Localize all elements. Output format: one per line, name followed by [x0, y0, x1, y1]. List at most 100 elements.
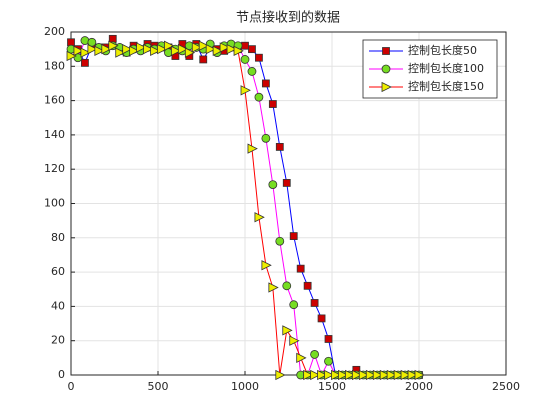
marker: [296, 264, 305, 273]
y-tick-label: 100: [44, 197, 65, 210]
marker: [191, 42, 203, 53]
marker: [268, 180, 278, 190]
marker: [393, 369, 405, 381]
y-tick-label: 180: [44, 59, 65, 72]
marker: [386, 369, 398, 381]
marker: [282, 179, 291, 187]
marker: [275, 143, 284, 151]
marker: [400, 369, 411, 381]
marker: [248, 45, 256, 54]
y-tick-label: 80: [51, 231, 65, 244]
marker: [331, 369, 342, 381]
marker: [122, 44, 133, 55]
marker: [338, 369, 349, 381]
marker: [379, 369, 391, 381]
marker: [199, 55, 208, 64]
marker: [150, 45, 161, 57]
marker: [136, 42, 147, 53]
marker: [414, 369, 425, 381]
marker: [177, 44, 189, 55]
marker: [108, 40, 119, 51]
y-tick-label: 120: [44, 162, 65, 175]
x-tick-label: 1500: [318, 380, 346, 393]
marker: [289, 335, 300, 346]
marker: [289, 232, 298, 240]
marker: [382, 47, 390, 55]
marker: [345, 369, 356, 381]
y-tick-label: 160: [44, 94, 65, 107]
marker: [381, 81, 392, 93]
marker: [101, 44, 112, 55]
marker: [164, 40, 175, 51]
marker: [261, 133, 271, 143]
legend-label: 控制包长度100: [408, 61, 484, 75]
x-tick-label: 2000: [405, 380, 433, 393]
marker: [205, 44, 217, 55]
marker: [310, 350, 320, 359]
marker: [87, 44, 98, 55]
y-tick-label: 20: [51, 334, 65, 347]
x-tick-label: 1000: [231, 380, 259, 393]
marker: [240, 85, 251, 96]
marker: [372, 369, 384, 381]
marker: [212, 45, 224, 57]
marker: [94, 45, 105, 57]
marker: [184, 47, 196, 58]
chart-title: 节点接收到的数据: [236, 10, 340, 26]
legend-label: 控制包长度150: [408, 79, 484, 93]
marker: [67, 38, 75, 47]
marker: [407, 369, 418, 381]
marker: [268, 282, 279, 293]
marker: [296, 352, 307, 363]
marker: [381, 64, 391, 74]
marker: [324, 369, 335, 381]
marker: [73, 45, 84, 57]
marker: [275, 236, 285, 246]
marker: [241, 41, 249, 50]
y-tick-label: 60: [51, 265, 65, 278]
x-tick-label: 0: [68, 380, 75, 393]
y-tick-label: 140: [44, 128, 65, 141]
y-tick-label: 40: [51, 299, 65, 312]
marker: [240, 55, 250, 64]
marker: [317, 314, 326, 323]
marker: [261, 260, 272, 271]
x-tick-label: 2500: [492, 380, 520, 393]
marker: [219, 42, 231, 53]
marker: [275, 369, 286, 381]
marker: [81, 58, 89, 67]
marker: [247, 143, 258, 154]
marker: [255, 53, 263, 62]
marker: [129, 45, 140, 57]
marker: [254, 212, 265, 223]
marker: [226, 44, 237, 55]
marker: [80, 47, 91, 58]
marker: [324, 356, 333, 366]
marker: [233, 45, 244, 57]
marker: [254, 92, 264, 102]
marker: [268, 100, 277, 108]
marker: [261, 79, 270, 88]
marker: [198, 40, 210, 51]
marker: [115, 47, 126, 58]
x-tick-label: 500: [148, 380, 169, 393]
marker: [247, 67, 257, 76]
marker: [171, 45, 182, 57]
y-tick-label: 200: [44, 25, 65, 38]
marker: [303, 369, 314, 381]
marker: [317, 369, 328, 381]
marker: [310, 369, 321, 381]
marker: [324, 335, 333, 343]
plot-frame: [70, 31, 507, 376]
marker: [289, 300, 299, 310]
marker: [143, 44, 154, 55]
marker: [282, 325, 293, 336]
legend-label: 控制包长度50: [408, 43, 477, 57]
marker: [66, 50, 77, 62]
marker: [108, 34, 117, 43]
marker: [282, 281, 292, 291]
marker: [351, 369, 363, 381]
marker: [358, 369, 370, 381]
marker: [365, 369, 377, 381]
